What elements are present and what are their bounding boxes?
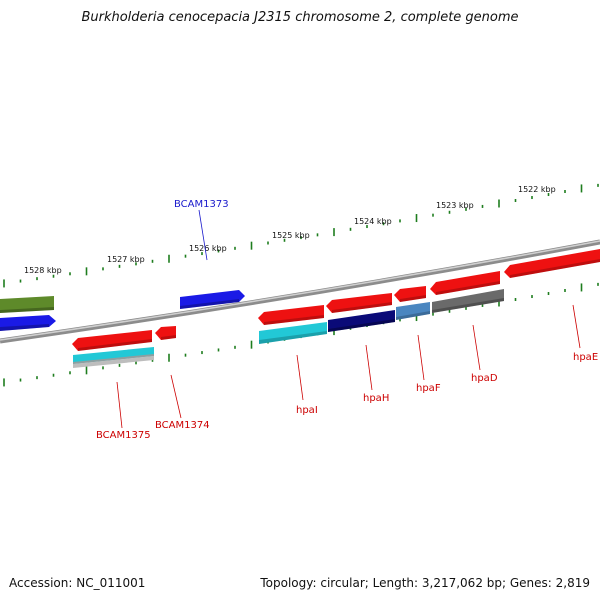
gene-hpaF[interactable] [396, 302, 430, 320]
leader-BCAM1375 [116, 381, 123, 429]
scale-label-1526kbp: 1526 kbp [189, 244, 227, 253]
accession-label: Accession: NC_011001 [9, 576, 146, 590]
gene-hpaH[interactable] [328, 310, 395, 332]
scale-label-1524kbp: 1524 kbp [354, 217, 392, 226]
gene-red-forward-1[interactable] [258, 305, 324, 325]
leader-BCAM1373 [198, 209, 208, 261]
leader-hpaF [417, 334, 425, 381]
gene-BCAM1373[interactable] [180, 290, 245, 309]
gene-label-BCAM1375[interactable]: BCAM1375 [96, 430, 151, 441]
map-title: Burkholderia cenocepacia J2315 chromosom… [81, 10, 519, 25]
gene-label-hpaD[interactable]: hpaD [471, 373, 498, 384]
chromosome-backbone [0, 239, 600, 344]
gene-label-hpaF[interactable]: hpaF [416, 383, 441, 394]
scale-label-1528kbp: 1528 kbp [24, 266, 62, 275]
gene-label-BCAM1373[interactable]: BCAM1373 [174, 199, 229, 210]
gene-red-forward-5[interactable] [504, 249, 600, 278]
gene-label-hpaE[interactable]: hpaE [573, 352, 598, 363]
gene-cyan-lower-left[interactable] [73, 347, 154, 368]
gene-BCAM1374[interactable] [155, 326, 176, 340]
gene-label-BCAM1374[interactable]: BCAM1374 [155, 420, 210, 431]
genome-summary: Topology: circular; Length: 3,217,062 bp… [260, 576, 590, 590]
gene-blue-left[interactable] [0, 315, 56, 331]
chromosome-backbone-highlight [0, 240, 600, 341]
gene-olive-left[interactable] [0, 296, 54, 313]
scale-label-1523kbp: 1523 kbp [436, 201, 474, 210]
gene-hpaI[interactable] [259, 322, 327, 344]
gene-red-forward-3[interactable] [394, 286, 426, 302]
gene-hpaD[interactable] [432, 289, 504, 313]
outer-scale-ticks [3, 183, 599, 288]
scale-label-1525kbp: 1525 kbp [272, 231, 310, 240]
gene-red-forward-2[interactable] [326, 293, 392, 313]
leader-hpaE [572, 304, 581, 349]
gene-label-hpaI[interactable]: hpaI [296, 405, 318, 416]
scale-label-1522kbp: 1522 kbp [518, 185, 556, 194]
gene-BCAM1375[interactable] [72, 330, 152, 351]
gene-red-forward-4[interactable] [430, 271, 500, 295]
scale-label-1527kbp: 1527 kbp [107, 255, 145, 264]
leader-hpaH [365, 344, 373, 391]
leader-hpaI [296, 354, 304, 401]
leader-BCAM1374 [170, 374, 182, 419]
leader-hpaD [472, 324, 481, 371]
gene-label-hpaH[interactable]: hpaH [363, 393, 389, 404]
